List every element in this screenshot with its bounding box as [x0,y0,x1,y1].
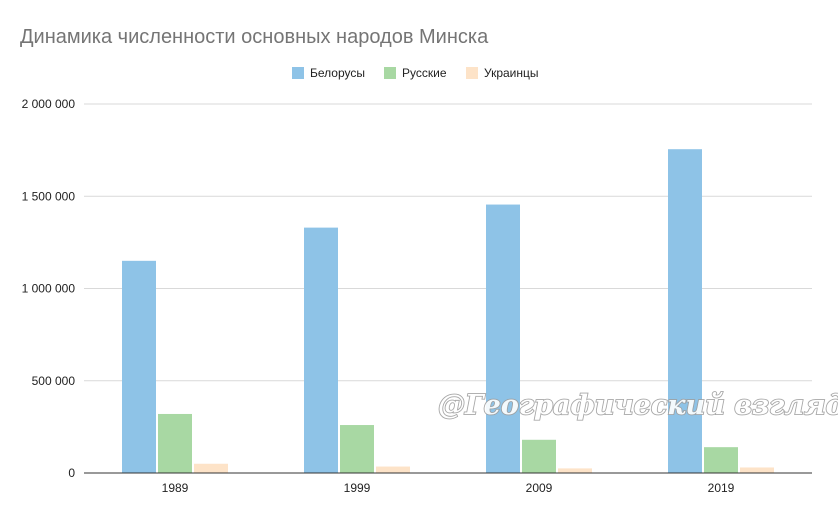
y-tick-label: 500 000 [32,374,76,388]
bar-Украинцы-2019 [740,467,774,473]
bar-Русские-2009 [522,439,556,473]
bar-Русские-2019 [704,447,738,473]
axes: 1989 1999 2009 2019 [84,472,812,495]
bar-Украинцы-2009 [558,468,592,473]
legend-swatch-Украинцы [466,67,478,79]
bars [122,149,774,474]
legend-label: Белорусы [310,66,365,80]
bar-Белорусы-1999 [304,227,338,473]
bar-Белорусы-2009 [486,204,520,474]
legend-swatch-Русские [384,67,396,79]
y-tick-label: 0 [68,466,75,480]
legend-label: Русские [402,66,447,80]
y-tick-label: 2 000 000 [22,97,76,111]
chart-title: Динамика численности основных народов Ми… [20,26,489,48]
x-tick-label: 2019 [708,481,735,495]
legend-label: Украинцы [484,66,539,80]
y-tick-label: 1 000 000 [22,282,76,296]
x-tick-label: 1999 [344,481,371,495]
bar-Русские-1999 [340,425,374,473]
bar-Белорусы-2019 [668,149,702,473]
bar-Украинцы-1999 [376,466,410,473]
legend-swatch-Белорусы [292,67,304,79]
x-tick-label: 1989 [162,481,189,495]
y-tick-label: 1 500 000 [22,189,76,203]
bar-Белорусы-1989 [122,260,156,473]
legend: Белорусы Русские Украинцы [292,66,539,80]
watermark-text: @Географический взгляд [438,390,838,421]
bar-Украинцы-1989 [194,463,228,473]
x-tick-label: 2009 [526,481,553,495]
bar-Русские-1989 [158,413,192,473]
